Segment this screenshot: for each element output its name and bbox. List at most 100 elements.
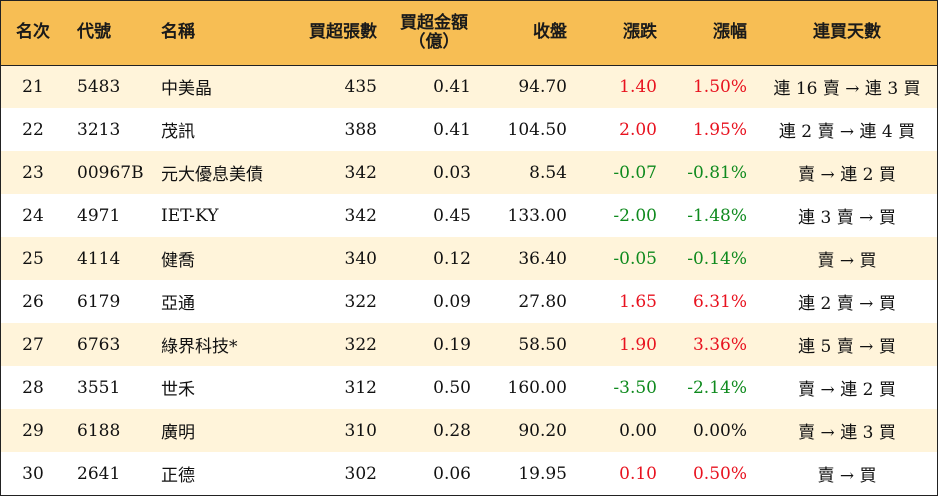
- cell-net-buy-lots: 312: [344, 377, 377, 398]
- cell-rank: 24: [22, 205, 44, 226]
- table-row: 26 6179 亞通 322 0.09 27.80 1.65 6.31% 連 2 賣 → 買: [1, 280, 937, 323]
- cell-change: 0.00: [619, 420, 657, 441]
- cell-net-buy-amount: 0.28: [433, 420, 471, 441]
- cell-net-buy-amount: 0.09: [433, 291, 471, 312]
- table-body: 21 5483 中美晶 435 0.41 94.70 1.40 1.50% 連 16 賣 → 連…: [1, 65, 937, 495]
- cell-code: 4971: [77, 205, 121, 226]
- cell-net-buy-amount: 0.06: [433, 463, 471, 484]
- cell-net-buy-amount: 0.19: [433, 334, 471, 355]
- cell-change-pct: -1.48%: [687, 205, 747, 226]
- cell-net-buy-lots: 342: [344, 205, 377, 226]
- cell-rank: 25: [22, 248, 44, 269]
- cell-consecutive-buy-days: 賣 → 連 3 買: [798, 423, 896, 443]
- cell-net-buy-amount: 0.03: [433, 162, 471, 183]
- cell-net-buy-amount: 0.45: [433, 205, 471, 226]
- table-row: 27 6763 綠界科技* 322 0.19 58.50 1.90 3.36% 連 5 賣 → …: [1, 323, 937, 366]
- cell-name: 茂訊: [161, 122, 195, 142]
- cell-change-pct: -0.14%: [687, 248, 747, 269]
- cell-name: 元大優息美債: [161, 165, 263, 185]
- cell-net-buy-lots: 322: [344, 291, 377, 312]
- cell-close: 36.40: [518, 248, 567, 269]
- header-change-pct: 漲幅: [667, 1, 757, 66]
- table-row: 30 2641 正德 302 0.06 19.95 0.10 0.50% 賣 → 買: [1, 452, 937, 495]
- cell-net-buy-amount: 0.41: [433, 76, 471, 97]
- table-row: 23 00967B 元大優息美債 342 0.03 8.54 -0.07 -0.81% 賣 → …: [1, 151, 937, 194]
- table-row: 28 3551 世禾 312 0.50 160.00 -3.50 -2.14% 賣 → 連 2 …: [1, 366, 937, 409]
- cell-change: 1.40: [619, 76, 657, 97]
- cell-close: 8.54: [529, 162, 567, 183]
- cell-change-pct: 6.31%: [692, 291, 747, 312]
- cell-consecutive-buy-days: 連 2 賣 → 買: [798, 294, 896, 314]
- header-net-buy-amount-line2: （億）: [408, 31, 460, 52]
- cell-rank: 22: [22, 119, 44, 140]
- cell-name: 健喬: [161, 251, 195, 271]
- cell-code: 3213: [77, 119, 121, 140]
- cell-code: 6188: [77, 420, 121, 441]
- cell-rank: 28: [22, 377, 44, 398]
- cell-close: 94.70: [518, 76, 567, 97]
- cell-consecutive-buy-days: 賣 → 連 2 買: [798, 165, 896, 185]
- cell-consecutive-buy-days: 連 2 賣 → 連 4 買: [778, 122, 916, 142]
- cell-net-buy-lots: 310: [344, 420, 377, 441]
- cell-rank: 29: [22, 420, 44, 441]
- cell-net-buy-lots: 435: [344, 76, 377, 97]
- cell-close: 58.50: [518, 334, 567, 355]
- cell-close: 133.00: [507, 205, 567, 226]
- cell-net-buy-amount: 0.50: [433, 377, 471, 398]
- header-net-buy-amount-line1: 買超金額: [400, 13, 468, 34]
- header-net-buy-amount: 買超金額 （億）: [387, 1, 481, 66]
- cell-code: 00967B: [77, 162, 144, 183]
- table-row: 25 4114 健喬 340 0.12 36.40 -0.05 -0.14% 賣 → 買: [1, 237, 937, 280]
- cell-consecutive-buy-days: 連 3 賣 → 買: [798, 208, 896, 228]
- cell-name: 世禾: [161, 380, 195, 400]
- cell-net-buy-lots: 340: [344, 248, 377, 269]
- cell-consecutive-buy-days: 連 5 賣 → 買: [798, 337, 896, 357]
- cell-name: 正德: [161, 466, 195, 486]
- cell-net-buy-lots: 342: [344, 162, 377, 183]
- cell-name: 亞通: [161, 294, 195, 314]
- cell-change-pct: 0.00%: [692, 420, 747, 441]
- cell-code: 4114: [77, 248, 121, 269]
- cell-name: 廣明: [161, 423, 195, 443]
- cell-net-buy-lots: 388: [344, 119, 377, 140]
- cell-change-pct: -0.81%: [687, 162, 747, 183]
- cell-net-buy-lots: 302: [344, 463, 377, 484]
- cell-change: -0.05: [613, 248, 657, 269]
- cell-change: 0.10: [619, 463, 657, 484]
- cell-close: 104.50: [507, 119, 567, 140]
- cell-rank: 23: [22, 162, 44, 183]
- cell-net-buy-amount: 0.12: [433, 248, 471, 269]
- cell-close: 160.00: [507, 377, 567, 398]
- cell-change: 1.90: [619, 334, 657, 355]
- cell-close: 27.80: [518, 291, 567, 312]
- cell-net-buy-lots: 322: [344, 334, 377, 355]
- cell-close: 90.20: [518, 420, 567, 441]
- cell-change-pct: 0.50%: [692, 463, 747, 484]
- header-close: 收盤: [481, 1, 577, 66]
- cell-net-buy-amount: 0.41: [433, 119, 471, 140]
- cell-rank: 27: [22, 334, 44, 355]
- header-name: 名稱: [149, 1, 279, 66]
- cell-rank: 30: [22, 463, 44, 484]
- header-net-buy-lots: 買超張數: [279, 1, 387, 66]
- header-consecutive-buy-days: 連買天數: [757, 1, 937, 66]
- cell-name: 綠界科技*: [161, 337, 238, 357]
- cell-close: 19.95: [518, 463, 567, 484]
- cell-change-pct: -2.14%: [687, 377, 747, 398]
- table-row: 22 3213 茂訊 388 0.41 104.50 2.00 1.95% 連 2 賣 → 連 …: [1, 108, 937, 151]
- table-row: 24 4971 IET-KY 342 0.45 133.00 -2.00 -1.48% 連 3 …: [1, 194, 937, 237]
- header-change: 漲跌: [577, 1, 667, 66]
- cell-code: 3551: [77, 377, 121, 398]
- cell-change: -2.00: [613, 205, 657, 226]
- cell-rank: 26: [22, 291, 44, 312]
- cell-name: IET-KY: [161, 205, 219, 226]
- cell-rank: 21: [22, 76, 44, 97]
- header-rank: 名次: [1, 1, 65, 66]
- cell-name: 中美晶: [161, 79, 212, 100]
- cell-consecutive-buy-days: 連 16 賣 → 連 3 買: [773, 79, 921, 100]
- cell-code: 6763: [77, 334, 121, 355]
- cell-consecutive-buy-days: 賣 → 連 2 買: [798, 380, 896, 400]
- cell-consecutive-buy-days: 賣 → 買: [817, 251, 877, 271]
- cell-code: 5483: [77, 76, 121, 97]
